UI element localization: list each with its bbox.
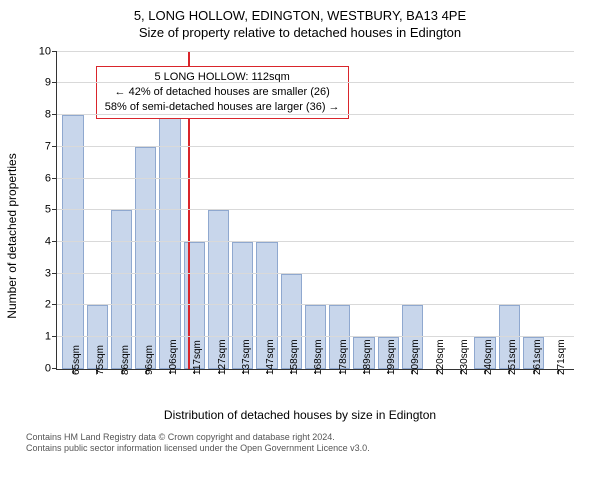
ytick-label: 5	[45, 205, 57, 216]
xtick-label: 137sqm	[241, 339, 252, 375]
ytick-label: 3	[45, 268, 57, 279]
xtick-label: 271sqm	[556, 339, 567, 375]
annotation-box: 5 LONG HOLLOW: 112sqm ← 42% of detached …	[96, 66, 349, 119]
plot-wrap: Number of detached properties 65sqm75sqm…	[20, 46, 580, 426]
x-axis-title: Distribution of detached houses by size …	[20, 408, 580, 422]
xtick-label: 117sqm	[192, 340, 203, 375]
chart-title-main: 5, LONG HOLLOW, EDINGTON, WESTBURY, BA13…	[12, 8, 588, 25]
chart-container: 5, LONG HOLLOW, EDINGTON, WESTBURY, BA13…	[0, 0, 600, 500]
bar-slot: 189sqm	[352, 52, 376, 369]
xtick-label: 178sqm	[338, 339, 349, 375]
gridline	[57, 304, 574, 305]
bar-slot: 261sqm	[521, 52, 545, 369]
xtick-label: 189sqm	[362, 339, 373, 375]
xtick-label: 209sqm	[410, 339, 421, 375]
ytick-label: 0	[45, 363, 57, 374]
gridline	[57, 241, 574, 242]
credits: Contains HM Land Registry data © Crown c…	[12, 432, 588, 455]
bar-slot: 199sqm	[376, 52, 400, 369]
gridline	[57, 178, 574, 179]
xtick-label: 86sqm	[120, 345, 131, 375]
gridline	[57, 209, 574, 210]
xtick-label: 96sqm	[144, 345, 155, 375]
xtick-label: 75sqm	[95, 345, 106, 375]
ytick-label: 1	[45, 332, 57, 343]
annotation-line2: ← 42% of detached houses are smaller (26…	[105, 85, 340, 100]
bar-slot: 271sqm	[546, 52, 570, 369]
bar-slot: 251sqm	[497, 52, 521, 369]
bar	[159, 115, 180, 369]
bar	[62, 115, 83, 369]
credits-line2: Contains public sector information licen…	[26, 443, 588, 454]
gridline	[57, 51, 574, 52]
ytick-label: 8	[45, 110, 57, 121]
ytick-label: 9	[45, 78, 57, 89]
gridline	[57, 336, 574, 337]
gridline	[57, 146, 574, 147]
xtick-label: 106sqm	[168, 339, 179, 375]
xtick-label: 220sqm	[435, 339, 446, 375]
gridline	[57, 114, 574, 115]
annotation-line3: 58% of semi-detached houses are larger (…	[105, 100, 340, 115]
ytick-label: 6	[45, 173, 57, 184]
xtick-label: 230sqm	[459, 339, 470, 375]
gridline	[57, 273, 574, 274]
xtick-label: 251sqm	[507, 339, 518, 375]
credits-line1: Contains HM Land Registry data © Crown c…	[26, 432, 588, 443]
gridline	[57, 82, 574, 83]
xtick-label: 158sqm	[289, 339, 300, 375]
xtick-label: 147sqm	[265, 339, 276, 375]
ytick-label: 4	[45, 236, 57, 247]
plot-area: 65sqm75sqm86sqm96sqm106sqm117sqm127sqm13…	[56, 52, 574, 370]
xtick-label: 261sqm	[532, 339, 543, 375]
xtick-label: 240sqm	[483, 339, 494, 375]
bar-slot: 220sqm	[425, 52, 449, 369]
xtick-label: 199sqm	[386, 339, 397, 375]
ytick-label: 7	[45, 141, 57, 152]
bar-slot: 209sqm	[400, 52, 424, 369]
bar-slot: 65sqm	[61, 52, 85, 369]
xtick-label: 65sqm	[71, 345, 82, 375]
bar-slot: 240sqm	[473, 52, 497, 369]
ytick-label: 10	[39, 46, 57, 57]
ytick-label: 2	[45, 300, 57, 311]
xtick-label: 168sqm	[313, 339, 324, 375]
chart-title-sub: Size of property relative to detached ho…	[12, 25, 588, 42]
y-axis-label: Number of detached properties	[5, 153, 19, 318]
xtick-label: 127sqm	[217, 339, 228, 375]
bar-slot: 230sqm	[449, 52, 473, 369]
